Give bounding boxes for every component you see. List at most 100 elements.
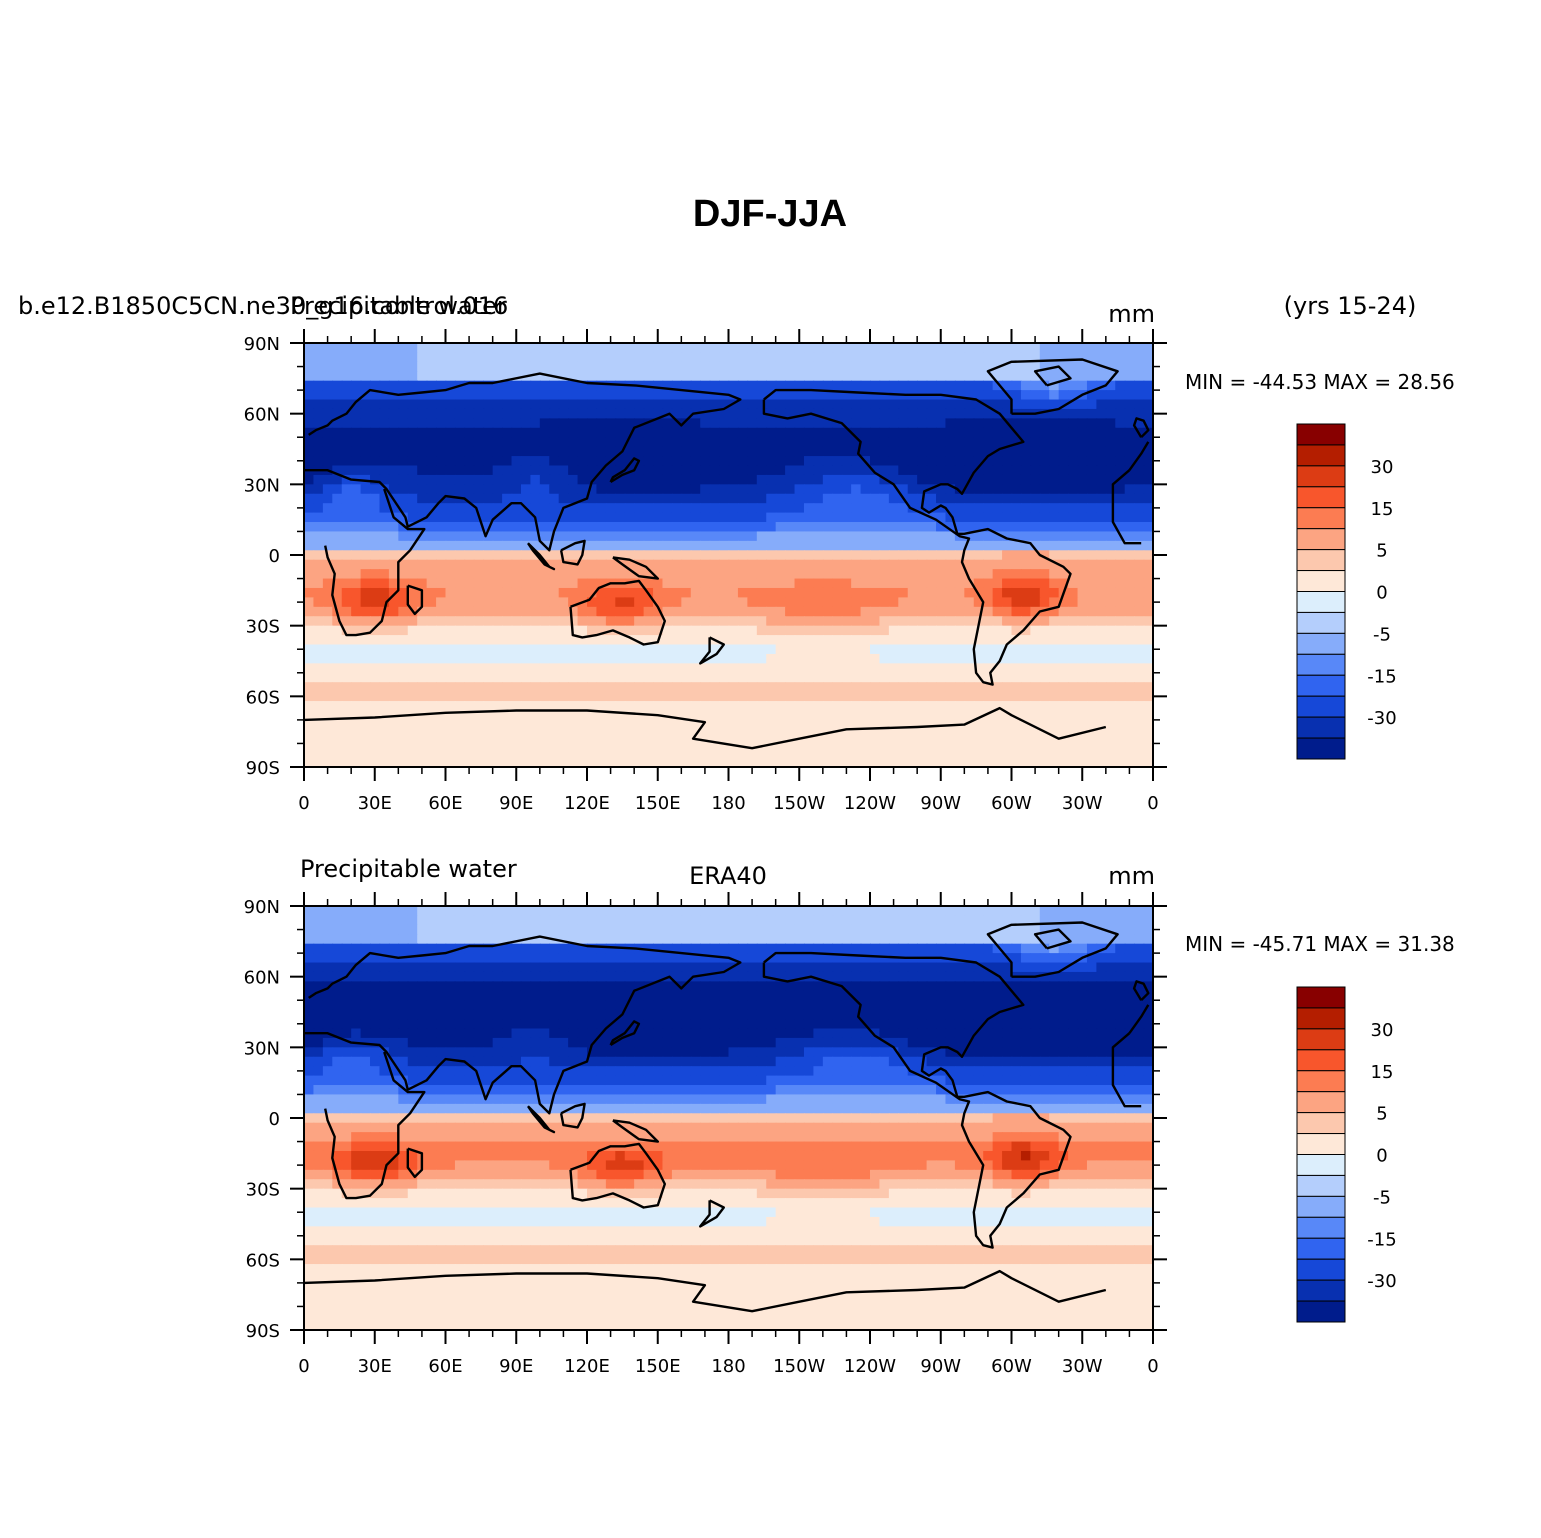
field-cell (1049, 569, 1060, 580)
field-cell (1077, 906, 1088, 917)
field-cell (1058, 380, 1069, 391)
field-cell (473, 953, 485, 964)
field-cell (1058, 738, 1069, 749)
field-cell (898, 408, 909, 420)
field-cell (851, 748, 862, 759)
field-cell (851, 578, 862, 589)
field-cell (898, 644, 909, 655)
field-cell (379, 550, 390, 561)
field-cell (502, 522, 513, 533)
field-cell (605, 981, 617, 992)
field-cell (803, 456, 815, 467)
field-cell (681, 719, 692, 731)
field-cell (785, 625, 796, 636)
field-cell (388, 408, 400, 420)
field-cell (1049, 962, 1060, 973)
field-cell (322, 748, 334, 759)
field-cell (870, 343, 881, 354)
field-cell (417, 644, 428, 655)
field-cell (473, 915, 485, 926)
field-cell (436, 343, 447, 354)
field-cell (1058, 343, 1069, 354)
field-cell (700, 625, 711, 636)
field-cell (417, 606, 428, 618)
field-cell (690, 503, 701, 514)
field-cell (1030, 512, 1041, 523)
field-cell (1105, 906, 1117, 917)
field-cell (945, 352, 956, 363)
field-cell (436, 531, 447, 542)
field-cell (464, 512, 475, 523)
field-cell (568, 569, 579, 580)
field-cell (671, 522, 683, 533)
field-cell (803, 484, 815, 495)
field-cell (1134, 625, 1145, 636)
field-cell (388, 446, 400, 457)
field-cell (502, 906, 513, 917)
field-cell (492, 606, 503, 618)
field-cell (822, 399, 834, 410)
field-cell (775, 962, 786, 973)
field-cell (983, 757, 994, 767)
field-cell (445, 550, 456, 561)
field-cell (407, 616, 418, 627)
field-cell (436, 653, 447, 665)
field-cell (945, 644, 956, 655)
field-cell (1096, 943, 1107, 954)
field-cell (690, 390, 701, 401)
field-cell (841, 597, 852, 608)
field-cell (737, 559, 749, 570)
field-cell (954, 512, 966, 523)
field-cell (822, 437, 834, 448)
field-cell (1039, 437, 1051, 448)
field-cell (520, 748, 532, 759)
field-cell (1096, 474, 1107, 486)
field-cell (926, 465, 937, 476)
field-cell (370, 597, 381, 608)
field-cell (624, 465, 635, 476)
field-cell (304, 748, 315, 759)
field-cell (426, 531, 437, 542)
field-cell (511, 587, 522, 599)
field-cell (511, 399, 522, 410)
field-cell (1049, 503, 1060, 514)
field-cell (454, 371, 466, 382)
field-cell (1030, 644, 1041, 655)
field-cell (1039, 653, 1051, 665)
field-cell (332, 616, 343, 627)
field-cell (502, 953, 513, 964)
field-cell (803, 710, 815, 721)
field-cell (832, 606, 843, 618)
field-cell (1002, 437, 1013, 448)
field-cell (634, 663, 645, 674)
field-cell (596, 757, 607, 767)
field-cell (1124, 748, 1135, 759)
field-cell (1020, 748, 1032, 759)
field-cell (568, 729, 579, 740)
field-cell (360, 971, 371, 983)
field-cell (766, 352, 777, 363)
field-cell (643, 559, 654, 570)
field-cell (454, 418, 466, 429)
field-cell (605, 437, 617, 448)
field-cell (351, 380, 362, 391)
field-cell (351, 465, 362, 476)
field-cell (596, 934, 607, 945)
field-cell (417, 906, 428, 917)
field-cell (973, 625, 984, 636)
field-cell (1058, 915, 1069, 926)
field-cell (511, 906, 522, 917)
field-cell (822, 569, 834, 580)
field-cell (1011, 943, 1022, 954)
field-cell (1143, 578, 1153, 589)
field-cell (983, 352, 994, 363)
field-cell (870, 371, 881, 382)
field-cell (926, 616, 937, 627)
field-cell (926, 427, 937, 439)
field-cell (360, 587, 371, 599)
field-cell (917, 625, 928, 636)
field-cell (436, 465, 447, 476)
field-cell (473, 578, 485, 589)
field-cell (473, 710, 485, 721)
field-cell (775, 493, 786, 504)
